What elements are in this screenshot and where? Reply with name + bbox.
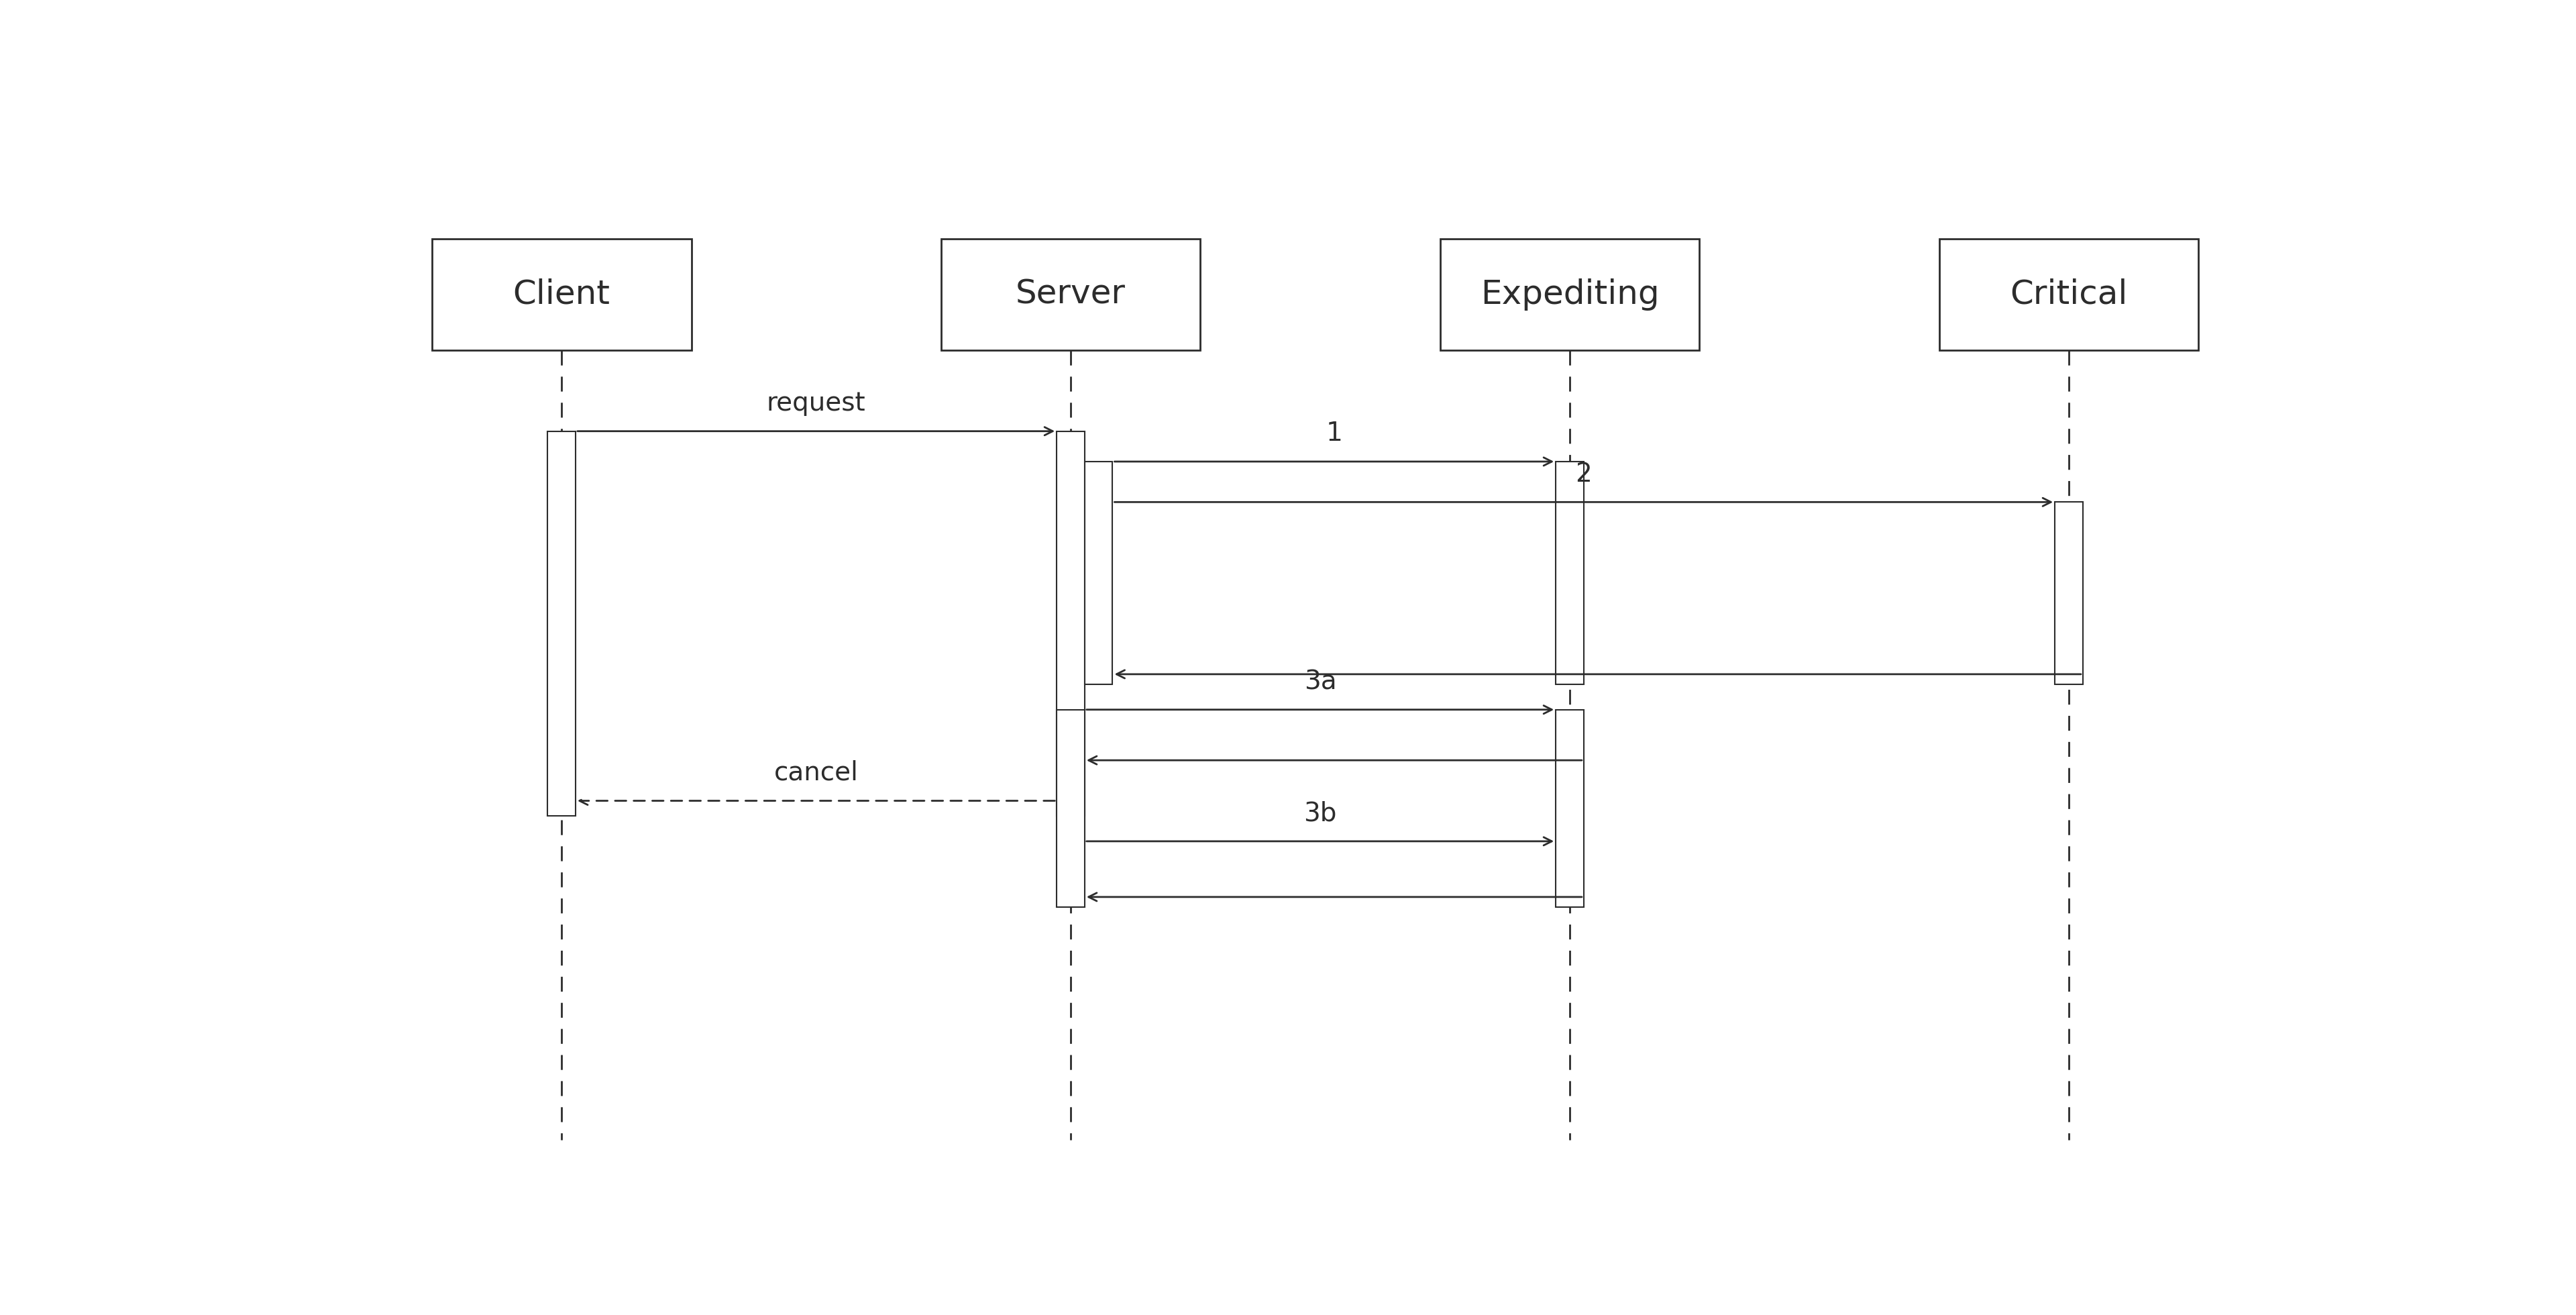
Bar	[433, 239, 690, 350]
Bar	[1556, 462, 1584, 684]
Bar	[1440, 239, 1700, 350]
Bar	[1556, 710, 1584, 907]
Text: 3b: 3b	[1303, 801, 1337, 826]
Bar	[1084, 462, 1113, 684]
Bar	[940, 239, 1200, 350]
Bar	[1056, 431, 1084, 815]
Text: cancel: cancel	[773, 760, 858, 785]
Text: 2: 2	[1577, 462, 1592, 487]
Bar	[549, 431, 574, 815]
Text: Server: Server	[1015, 279, 1126, 310]
Text: Expediting: Expediting	[1481, 279, 1659, 310]
Bar	[1056, 710, 1084, 907]
Text: Client: Client	[513, 279, 611, 310]
Text: 3a: 3a	[1303, 669, 1337, 694]
Text: 1: 1	[1327, 421, 1342, 446]
Bar	[2056, 502, 2084, 684]
Text: Critical: Critical	[2009, 279, 2128, 310]
Bar	[1940, 239, 2200, 350]
Text: request: request	[768, 391, 866, 416]
